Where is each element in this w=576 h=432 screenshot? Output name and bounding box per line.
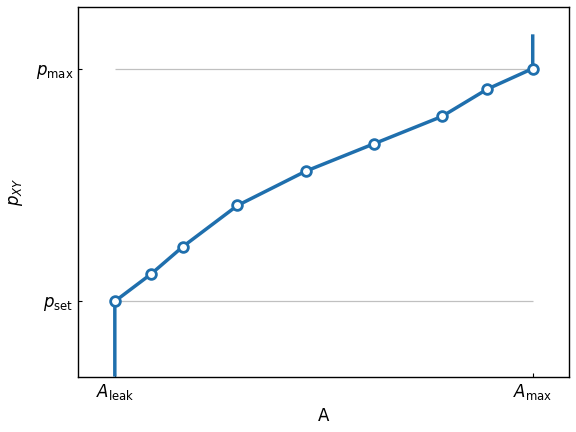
X-axis label: A: A	[318, 407, 329, 425]
Y-axis label: $p_{XY}$: $p_{XY}$	[7, 178, 25, 206]
